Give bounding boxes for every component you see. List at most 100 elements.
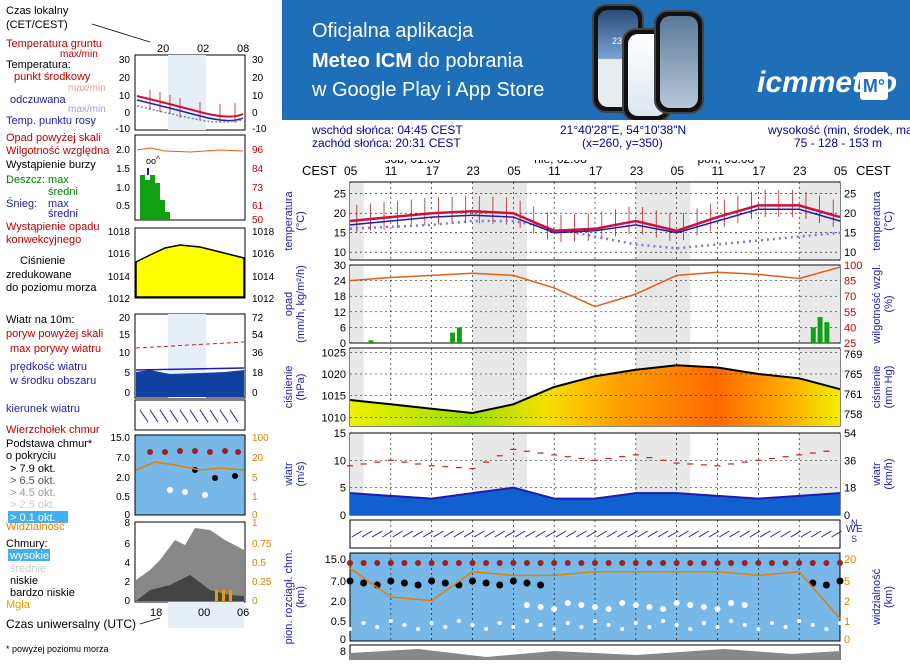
legend-czas-lokalny-sub: (CET/CEST) bbox=[6, 19, 68, 31]
wind-arrow bbox=[770, 530, 781, 538]
pressure-tick: 1025 bbox=[322, 347, 346, 359]
grid-text: (x=260, y=350) bbox=[582, 136, 663, 150]
bottom-hour-2: 06 bbox=[237, 607, 249, 619]
humidity-tick: 70 bbox=[844, 291, 856, 303]
cloud-base-dot bbox=[509, 577, 517, 585]
temp-tick: 10 bbox=[334, 247, 346, 259]
temp-line bbox=[349, 204, 841, 233]
legend-chmury: Chmury: bbox=[6, 538, 48, 550]
wind-arrow bbox=[831, 530, 842, 538]
cloud-top-dot bbox=[809, 560, 816, 566]
c-tick-r: 1016 bbox=[252, 249, 275, 260]
phone-temp: 23° bbox=[612, 36, 626, 46]
wind-arrow bbox=[453, 530, 465, 538]
legend-kierunek: kierunek wiatru bbox=[6, 403, 80, 415]
visibility-axis-label: widzialność bbox=[871, 568, 883, 626]
cloud-base-dot-light bbox=[687, 602, 694, 608]
p-tick-r: 61 bbox=[252, 201, 264, 212]
promo-banner[interactable]: Oficjalna aplikacja Meteo ICM do pobrani… bbox=[282, 0, 910, 120]
cloud-tick: 15.0 bbox=[325, 554, 346, 566]
legend-srednie: średnie bbox=[10, 563, 46, 575]
cloud-low-dot bbox=[416, 627, 421, 631]
legend-niskie: niskie bbox=[10, 575, 38, 587]
wind-arrow bbox=[678, 530, 689, 538]
cloud-base-dot bbox=[414, 581, 422, 589]
wind-arrow bbox=[565, 530, 577, 538]
legend-cisnienie: Ciśnienie bbox=[20, 255, 65, 267]
humidity-tick: 100 bbox=[844, 260, 862, 272]
compass-n: N bbox=[851, 518, 858, 528]
w-tick-r: 0 bbox=[252, 388, 258, 399]
pressure-mmhg-tick: 758 bbox=[844, 409, 862, 421]
w-tick-l: 20 bbox=[119, 313, 131, 324]
cloud-base-dot-light bbox=[660, 606, 667, 612]
cloud-low-dot bbox=[810, 623, 815, 627]
top-hour-1: 02 bbox=[197, 43, 209, 55]
pressure-mmhg-tick: 765 bbox=[844, 369, 862, 381]
compass-e: E bbox=[856, 524, 863, 535]
cloud-base-dot bbox=[836, 577, 844, 585]
humidity-tick: 85 bbox=[844, 276, 856, 288]
cloud-low-dot bbox=[470, 623, 475, 627]
cl-tick-r: 5 bbox=[252, 473, 258, 484]
cl-tick-r: 100 bbox=[252, 433, 269, 444]
cloud-low-dot bbox=[538, 623, 543, 627]
legend-poryw: poryw powyżej skali bbox=[6, 328, 103, 340]
top-hour-2: 08 bbox=[237, 43, 249, 55]
temp-tick: 15 bbox=[334, 228, 346, 240]
day-label: pon, 03.08 bbox=[698, 160, 755, 166]
cloud-top-dot bbox=[442, 560, 449, 566]
cloud-top-dot bbox=[347, 560, 353, 566]
cloud-top-dot bbox=[537, 560, 544, 566]
felt-temp-line bbox=[349, 208, 841, 234]
cl-tick-l: 2.0 bbox=[116, 473, 130, 484]
cloud-tick: 0.5 bbox=[331, 616, 346, 628]
cloud-top-dot bbox=[646, 560, 653, 566]
panel-cloud bbox=[349, 552, 841, 642]
cloud-low-dot bbox=[797, 619, 802, 623]
pressure-tick: 1010 bbox=[322, 412, 346, 424]
ch-tick-r: 0.25 bbox=[252, 577, 272, 588]
wind-tick: 0 bbox=[340, 510, 346, 522]
precip-axis-label: (mm/h, kg/m²/h) bbox=[295, 265, 307, 343]
t-tick-l: 30 bbox=[119, 55, 131, 66]
temp-axis-label: (°C) bbox=[295, 211, 307, 231]
wind-arrow bbox=[698, 530, 710, 538]
cloud-base-dot bbox=[360, 579, 368, 587]
wind-arrow bbox=[719, 530, 730, 538]
precip-tick: 24 bbox=[334, 276, 346, 288]
cloud-top-dot bbox=[374, 560, 381, 566]
t-tick-r: 20 bbox=[252, 73, 264, 84]
legend-wilgotnosc: Wilgotność względna bbox=[6, 145, 110, 157]
wind-kmh-tick: 36 bbox=[844, 455, 856, 467]
dew-point-line bbox=[349, 219, 841, 250]
wind-arrow bbox=[616, 530, 628, 538]
cloud-base-dot bbox=[441, 579, 449, 587]
cloud-top-dot bbox=[510, 560, 517, 566]
wind-arrow bbox=[688, 530, 699, 538]
cloud-base-dot bbox=[537, 581, 545, 589]
legend-max-min-2: max/min bbox=[68, 104, 106, 115]
wind-arrow bbox=[647, 530, 659, 538]
precip-tick: 6 bbox=[340, 322, 346, 334]
ch-tick-l: 8 bbox=[124, 518, 130, 529]
wind-arrow bbox=[821, 530, 832, 538]
wind-speed-line bbox=[349, 486, 841, 500]
wind-tick: 10 bbox=[334, 455, 346, 467]
cloud-base-dot-light bbox=[632, 602, 639, 608]
wind-arrow bbox=[749, 530, 761, 538]
legend-w-srodku: w środku obszaru bbox=[9, 375, 96, 387]
precip-tick: 12 bbox=[334, 307, 346, 319]
wind-arrow bbox=[484, 530, 495, 538]
cloud-low-dot bbox=[769, 621, 774, 625]
wind-arrow bbox=[555, 530, 567, 538]
wind-arrow bbox=[637, 530, 648, 538]
wind-arrow bbox=[361, 530, 373, 538]
cloud-top-dot bbox=[496, 560, 503, 566]
legend-podstawa: Podstawa chmur* bbox=[6, 438, 93, 450]
legend-bardzo-niskie: bardzo niskie bbox=[10, 587, 75, 599]
wind-arrow bbox=[739, 530, 750, 538]
cloud-top-dot bbox=[469, 560, 476, 566]
p-tick-r: 73 bbox=[252, 183, 264, 194]
legend-temp-grunt: Temperatura gruntu bbox=[6, 38, 102, 50]
